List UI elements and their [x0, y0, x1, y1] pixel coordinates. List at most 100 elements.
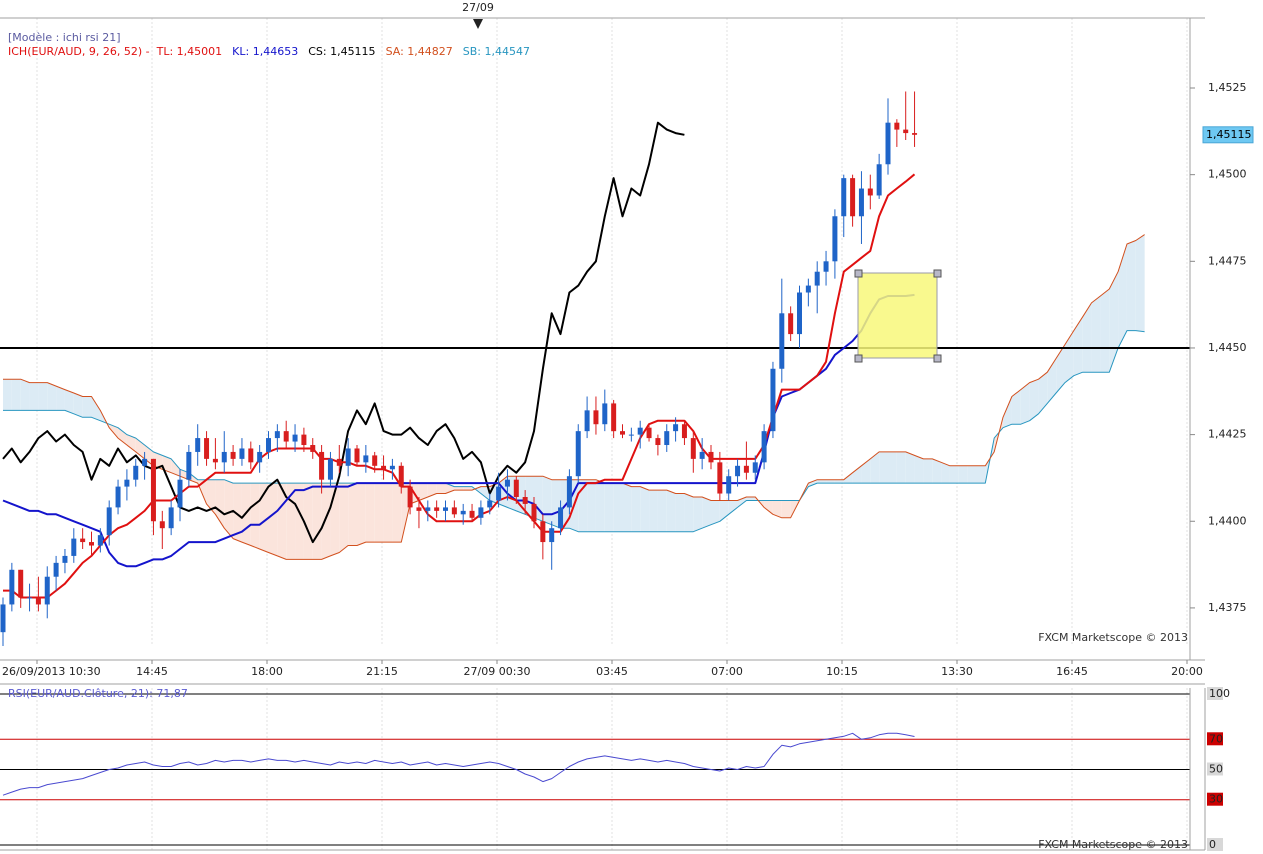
candle-body: [195, 438, 201, 452]
candle-body: [522, 497, 528, 504]
candle-body: [44, 576, 50, 605]
x-tick-label: 07:00: [711, 665, 743, 678]
cloud-fill: [118, 427, 127, 446]
candle-body: [416, 507, 422, 511]
candle-body: [204, 438, 210, 459]
candle-body: [788, 313, 794, 335]
candle-body: [469, 510, 475, 518]
candle-body: [496, 486, 502, 501]
cloud-layer: [3, 234, 1145, 560]
candle-body: [115, 486, 121, 508]
cloud-fill: [1073, 316, 1083, 376]
cloud-fill: [56, 386, 65, 411]
cloud-fill: [295, 483, 304, 560]
candle-body: [292, 434, 298, 442]
candle-body: [443, 507, 448, 511]
highlight-box[interactable]: [857, 272, 938, 359]
cloud-fill: [374, 483, 384, 543]
candle-body: [699, 451, 705, 459]
cloud-fill: [215, 479, 225, 529]
senkou-line: [3, 330, 1145, 533]
annotation-layer: [854, 269, 942, 363]
candle-body: [283, 431, 289, 442]
cloud-fill: [126, 434, 136, 452]
cloud-fill: [781, 500, 791, 518]
cloud-fill: [542, 476, 552, 525]
candle-body: [212, 458, 218, 463]
cloud-fill: [1065, 330, 1074, 383]
rsi-line: [2, 732, 915, 796]
indicator-label: ICH(EUR/AUD, 9, 26, 52) -: [8, 45, 150, 58]
cloud-fill: [392, 483, 402, 543]
candle-body: [575, 431, 581, 477]
cloud-fill: [445, 483, 455, 494]
x-tick-label: 20:00: [1171, 665, 1203, 678]
candle-body: [71, 538, 77, 556]
x-tick-label: 27/09 00:30: [464, 665, 531, 678]
cloud-fill: [693, 497, 703, 532]
candle-body: [805, 285, 811, 293]
last-price-box: [1202, 126, 1254, 144]
candle-body: [726, 476, 732, 494]
last-price-label: 1,45115: [1206, 128, 1252, 141]
cloud-fill: [976, 465, 986, 484]
cloud-fill: [312, 483, 322, 560]
candle-body: [681, 424, 687, 439]
box-handle[interactable]: [854, 269, 863, 278]
cloud-fill: [1091, 295, 1101, 373]
candle-body: [142, 458, 148, 466]
cloud-fill: [268, 483, 278, 556]
candle-body: [310, 445, 316, 452]
level-label-box: [1207, 687, 1223, 700]
cloud-fill: [958, 465, 968, 484]
x-tick-label: 13:30: [941, 665, 973, 678]
chikou-line: [2, 121, 685, 544]
date-marker: [473, 19, 483, 29]
candle-body: [779, 313, 785, 369]
legend-entry: CS: 1,45115: [308, 45, 375, 58]
candle-body: [637, 427, 643, 435]
candle-body: [673, 424, 679, 432]
y-tick-label: 0: [1209, 838, 1216, 851]
candle-body: [434, 507, 440, 511]
x-tick-label: 21:15: [366, 665, 398, 678]
cloud-fill: [852, 465, 862, 484]
candle-body: [336, 458, 342, 466]
cloud-fill: [914, 455, 924, 484]
candle-body: [168, 507, 174, 529]
candle-body: [894, 122, 900, 130]
candle-body: [903, 129, 909, 134]
cloud-fill: [241, 483, 251, 546]
candle-body: [876, 164, 882, 196]
cloud-fill: [711, 500, 720, 525]
cloud-fill: [870, 451, 880, 484]
cloud-fill: [339, 483, 349, 553]
candle-body: [690, 438, 696, 459]
candle-body: [611, 403, 617, 432]
cloud-fill: [826, 479, 835, 484]
cloud-fill: [728, 500, 738, 515]
box-handle[interactable]: [933, 269, 942, 278]
candle-body: [301, 434, 307, 446]
candle-body: [558, 507, 564, 529]
candle-body: [460, 510, 466, 515]
box-handle[interactable]: [854, 354, 863, 363]
cloud-fill: [613, 483, 623, 532]
cloud-fill: [11, 379, 21, 411]
cloud-fill: [861, 458, 871, 484]
cloud-fill: [418, 483, 428, 501]
candle-body: [752, 462, 758, 473]
candle-body: [345, 448, 351, 466]
candle-body: [89, 542, 94, 546]
candle-body: [221, 451, 227, 463]
box-handle[interactable]: [933, 354, 942, 363]
cloud-fill: [1056, 344, 1065, 394]
x-tick-label: 16:45: [1056, 665, 1088, 678]
watermark: FXCM Marketscope © 2013: [1038, 838, 1188, 851]
y-tick-label: 1,4425: [1208, 428, 1247, 441]
candle-body: [451, 507, 457, 515]
cloud-fill: [772, 500, 782, 518]
level-label-box: [1207, 762, 1223, 776]
line-layer: [0, 121, 1190, 796]
cloud-fill: [348, 483, 357, 546]
